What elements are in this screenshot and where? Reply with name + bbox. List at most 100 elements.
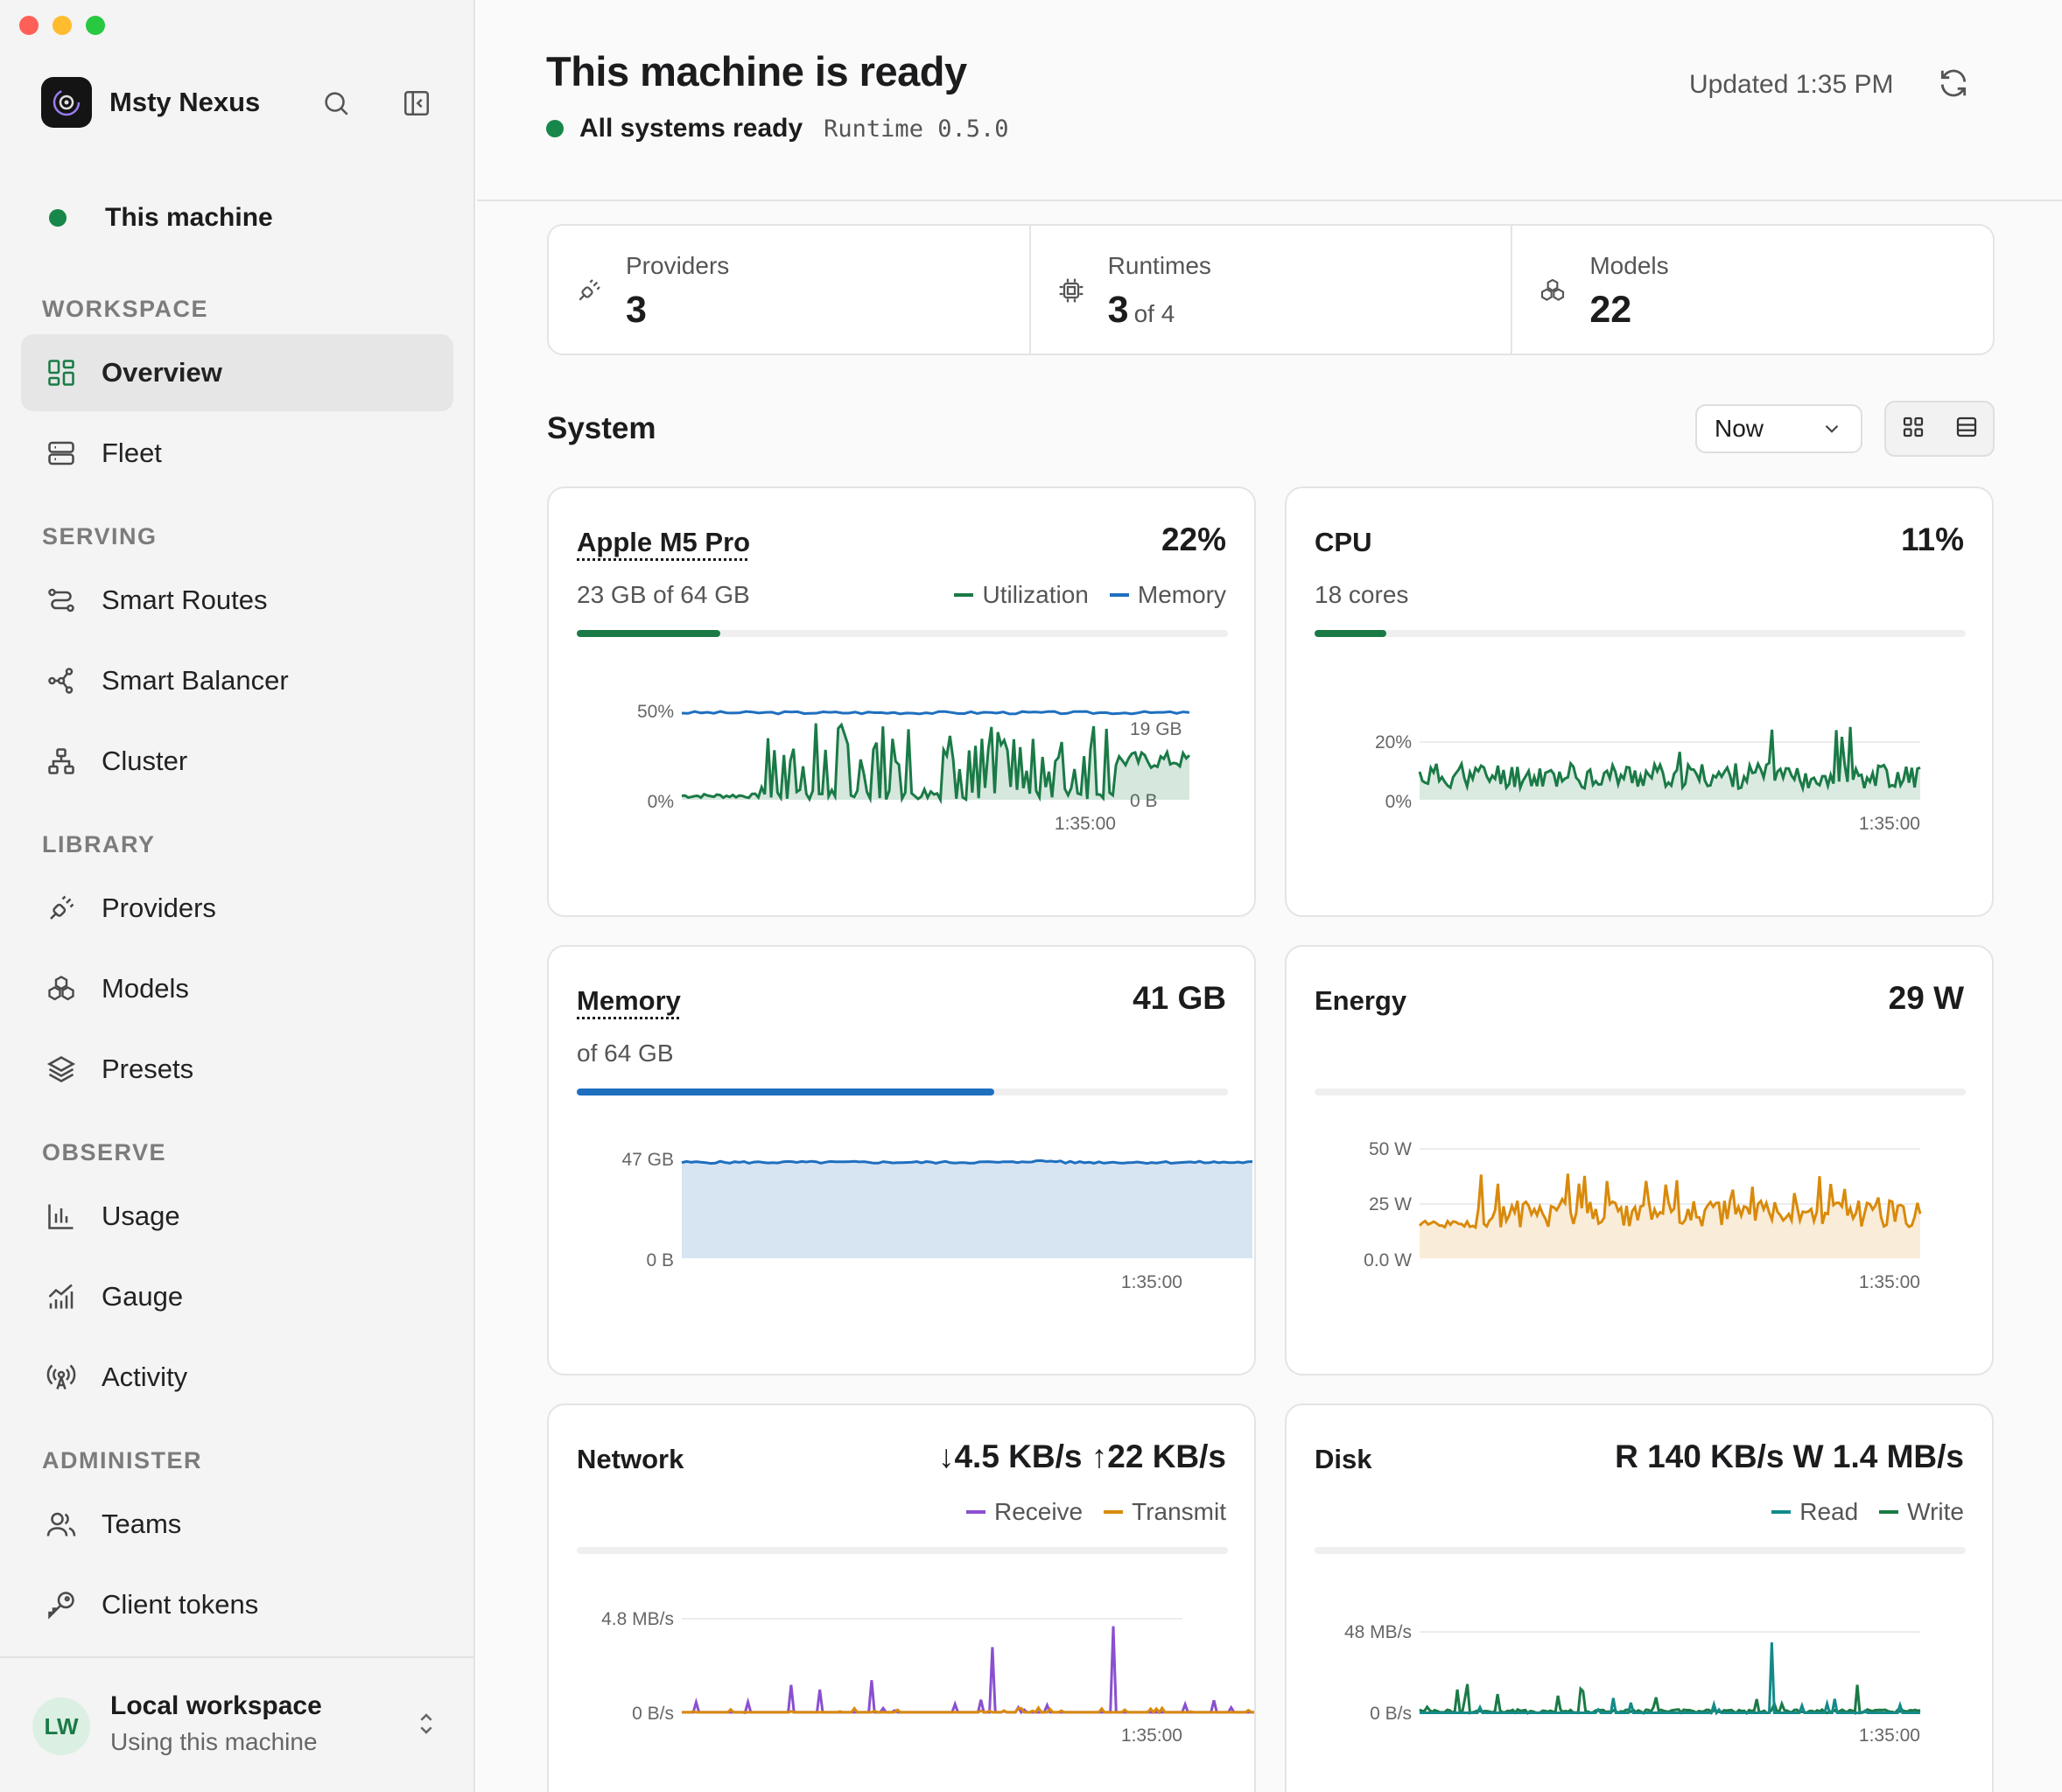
x-tick-label: 1:35:00 [1121, 1726, 1182, 1746]
time-range-value: Now [1715, 415, 1764, 442]
memory-card[interactable]: Memory 41 GB of 64 GB 47 GB 0 B 1:35:00 [547, 945, 1256, 1376]
card-subtitle: of 64 GB [577, 1040, 674, 1067]
write-line [1419, 1684, 1921, 1716]
y-tick-label: 0% [648, 792, 674, 812]
chevron-up-down-icon [411, 1709, 441, 1743]
section-administer: ADMINISTER [42, 1447, 202, 1474]
grid-icon [44, 355, 79, 390]
close-window-button[interactable] [19, 16, 39, 35]
card-value: 41 GB [1133, 980, 1226, 1016]
list-view-button[interactable] [1953, 414, 1980, 444]
card-title: Disk [1315, 1444, 1372, 1474]
sidebar-item-teams[interactable]: Teams [21, 1486, 453, 1563]
sidebar-item-label: Teams [102, 1508, 182, 1539]
sidebar-item-smart-routes[interactable]: Smart Routes [21, 562, 453, 639]
network-card[interactable]: Network ↓4.5 KB/s ↑22 KB/s Receive Trans… [547, 1404, 1256, 1792]
sidebar-item-overview[interactable]: Overview [21, 334, 453, 411]
time-range-select[interactable]: Now [1695, 404, 1862, 453]
y-tick-label: 50 W [1369, 1139, 1412, 1159]
summary-label: Providers [626, 252, 730, 279]
machine-selector[interactable]: This machine [49, 203, 273, 233]
sidebar-item-label: Models [102, 973, 189, 1004]
server-icon [44, 436, 79, 471]
card-title[interactable]: Memory [577, 985, 681, 1016]
legend-item: Transmit [1104, 1498, 1226, 1526]
legend-label: Memory [1137, 581, 1226, 608]
y-tick-label: 0% [1385, 792, 1412, 812]
minimize-window-button[interactable] [53, 16, 72, 35]
card-value: R 140 KB/s W 1.4 MB/s [1615, 1438, 1964, 1474]
energy-bar [1315, 1088, 1966, 1096]
chevron-down-icon [1825, 424, 1839, 433]
grid-view-button[interactable] [1900, 414, 1926, 444]
summary-number: 3 [626, 289, 647, 331]
utilization-line [681, 722, 1191, 805]
sidebar-item-cluster[interactable]: Cluster [21, 723, 453, 800]
view-toggle [1884, 401, 1995, 457]
utilization-bar-fill [577, 630, 720, 637]
sidebar-item-label: Activity [102, 1362, 188, 1392]
card-title[interactable]: Apple M5 Pro [577, 527, 751, 557]
card-title: Energy [1315, 985, 1407, 1016]
sidebar-item-fleet[interactable]: Fleet [21, 415, 453, 492]
sidebar-item-smart-balancer[interactable]: Smart Balancer [21, 642, 453, 719]
zoom-window-button[interactable] [86, 16, 105, 35]
read-line [1420, 1642, 1920, 1716]
card-subtitle: 23 GB of 64 GB [577, 581, 750, 608]
memory-bar [577, 1088, 1228, 1096]
y-tick-label: 48 MB/s [1344, 1622, 1412, 1642]
x-tick-label: 1:35:00 [1859, 1726, 1920, 1746]
sidebar-item-providers[interactable]: Providers [21, 870, 453, 947]
gpu-card[interactable]: Apple M5 Pro 22% 23 GB of 64 GB Utilizat… [547, 486, 1256, 917]
section-serving: SERVING [42, 523, 158, 550]
summary-label: Runtimes [1107, 252, 1211, 279]
memory-line [681, 1158, 1253, 1166]
status-dot-icon [49, 209, 67, 227]
summary-runtimes[interactable]: Runtimes 3 of 4 [1031, 226, 1513, 354]
network-bar [577, 1547, 1228, 1554]
cpu-card[interactable]: CPU 11% 18 cores 20% 0% 1:35:00 [1285, 486, 1994, 917]
main-content: This machine is ready All systems ready … [477, 0, 2062, 1792]
disk-bar [1315, 1547, 1966, 1554]
legend-item: Utilization [954, 581, 1089, 609]
summary-providers[interactable]: Providers 3 [549, 226, 1031, 354]
page-header: This machine is ready All systems ready … [477, 0, 2062, 201]
app-logo-icon [41, 77, 92, 128]
card-value: 29 W [1888, 980, 1964, 1016]
collapse-sidebar-button[interactable] [397, 84, 436, 122]
summary-models[interactable]: Models 22 [1512, 226, 1993, 354]
summary-value: 3 [626, 289, 647, 332]
legend-item: Receive [965, 1498, 1083, 1526]
refresh-button[interactable] [1937, 66, 1970, 104]
card-title: CPU [1315, 527, 1372, 557]
card-title: Network [577, 1444, 684, 1474]
cubes-icon [44, 971, 79, 1006]
app-name: Msty Nexus [109, 87, 261, 117]
brand[interactable]: Msty Nexus [41, 77, 260, 128]
sidebar-item-activity[interactable]: Activity [21, 1339, 453, 1416]
sidebar-item-models[interactable]: Models [21, 950, 453, 1027]
y-tick-label: 4.8 MB/s [601, 1609, 674, 1629]
updated-timestamp: Updated 1:35 PM [1689, 70, 1894, 99]
sidebar-item-usage[interactable]: Usage [21, 1178, 453, 1255]
search-button[interactable] [317, 84, 355, 122]
sidebar-item-gauge[interactable]: Gauge [21, 1258, 453, 1335]
chip-icon [1057, 276, 1085, 309]
window-controls [19, 16, 105, 35]
machine-label: This machine [105, 203, 273, 232]
y2-tick-label: 0 B [1130, 791, 1158, 811]
refresh-icon [1940, 69, 1967, 97]
sidebar-item-client-tokens[interactable]: Client tokens [21, 1566, 453, 1643]
energy-card[interactable]: Energy 29 W 50 W 25 W 0.0 W 1:35:00 [1285, 945, 1994, 1376]
utilization-bar-fill [1315, 630, 1386, 637]
workspace-switcher[interactable]: LW Local workspace Using this machine [0, 1656, 473, 1792]
sidebar-item-presets[interactable]: Presets [21, 1031, 453, 1108]
search-icon [325, 92, 348, 116]
x-tick-label: 1:35:00 [1859, 814, 1920, 834]
disk-card[interactable]: Disk R 140 KB/s W 1.4 MB/s Read Write 48… [1285, 1404, 1994, 1792]
energy-area [1420, 1173, 1920, 1258]
cluster-icon [44, 744, 79, 779]
workspace-subtitle: Using this machine [110, 1728, 318, 1755]
network-chart: 4.8 MB/s 0 B/s 1:35:00 [601, 1609, 1254, 1746]
